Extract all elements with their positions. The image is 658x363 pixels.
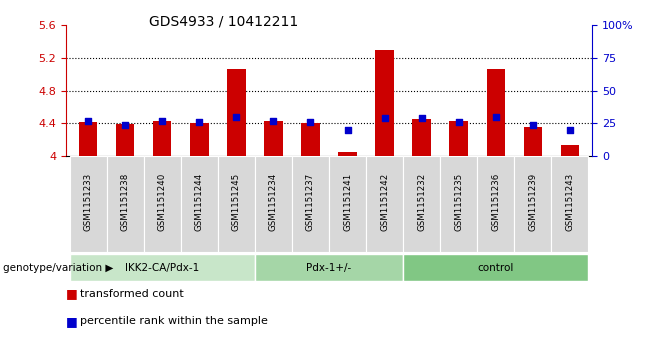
Text: GSM1151234: GSM1151234 bbox=[269, 173, 278, 231]
Point bbox=[268, 118, 278, 124]
Point bbox=[342, 127, 353, 133]
Point bbox=[83, 118, 93, 124]
Bar bbox=[153, 121, 172, 156]
Text: GSM1151240: GSM1151240 bbox=[158, 173, 166, 231]
Bar bbox=[477, 156, 515, 252]
Bar bbox=[107, 156, 143, 252]
Text: GDS4933 / 10412211: GDS4933 / 10412211 bbox=[149, 15, 298, 29]
Point bbox=[565, 127, 575, 133]
Text: GSM1151233: GSM1151233 bbox=[84, 173, 93, 231]
Text: transformed count: transformed count bbox=[80, 289, 184, 299]
Text: GSM1151242: GSM1151242 bbox=[380, 173, 389, 231]
Bar bbox=[264, 121, 283, 156]
Text: GSM1151243: GSM1151243 bbox=[565, 173, 574, 231]
Bar bbox=[338, 152, 357, 156]
Bar bbox=[227, 69, 245, 156]
Text: GSM1151239: GSM1151239 bbox=[528, 173, 538, 231]
Bar bbox=[551, 156, 588, 252]
Bar bbox=[70, 254, 255, 281]
Point bbox=[491, 114, 501, 120]
Point bbox=[305, 119, 316, 125]
Point bbox=[231, 114, 241, 120]
Bar bbox=[524, 127, 542, 156]
Bar bbox=[301, 123, 320, 156]
Text: GSM1151238: GSM1151238 bbox=[120, 173, 130, 231]
Text: GSM1151237: GSM1151237 bbox=[306, 173, 315, 231]
Bar bbox=[292, 156, 329, 252]
Text: GSM1151241: GSM1151241 bbox=[343, 173, 352, 231]
Bar bbox=[116, 124, 134, 156]
Bar bbox=[255, 156, 292, 252]
Text: GSM1151236: GSM1151236 bbox=[492, 173, 500, 231]
Bar bbox=[403, 156, 440, 252]
Bar bbox=[413, 119, 431, 156]
Bar bbox=[561, 145, 579, 156]
Bar bbox=[449, 121, 468, 156]
Bar bbox=[515, 156, 551, 252]
Text: ■: ■ bbox=[66, 315, 78, 328]
Bar bbox=[70, 156, 107, 252]
Bar bbox=[403, 254, 588, 281]
Text: Pdx-1+/-: Pdx-1+/- bbox=[307, 263, 351, 273]
Point bbox=[417, 115, 427, 121]
Text: IKK2-CA/Pdx-1: IKK2-CA/Pdx-1 bbox=[125, 263, 199, 273]
Bar bbox=[143, 156, 181, 252]
Text: GSM1151245: GSM1151245 bbox=[232, 173, 241, 231]
Bar bbox=[190, 123, 209, 156]
Point bbox=[120, 122, 130, 128]
Text: GSM1151232: GSM1151232 bbox=[417, 173, 426, 231]
Point bbox=[528, 122, 538, 128]
Text: control: control bbox=[478, 263, 514, 273]
Text: genotype/variation ▶: genotype/variation ▶ bbox=[3, 263, 114, 273]
Point bbox=[194, 119, 205, 125]
Bar bbox=[218, 156, 255, 252]
Bar bbox=[79, 122, 97, 156]
Bar bbox=[366, 156, 403, 252]
Bar bbox=[486, 69, 505, 156]
Text: ■: ■ bbox=[66, 287, 78, 301]
Bar bbox=[440, 156, 477, 252]
Text: GSM1151235: GSM1151235 bbox=[454, 173, 463, 231]
Bar bbox=[329, 156, 366, 252]
Point bbox=[453, 119, 464, 125]
Bar bbox=[255, 254, 403, 281]
Point bbox=[380, 115, 390, 121]
Bar bbox=[375, 50, 394, 156]
Bar bbox=[181, 156, 218, 252]
Text: percentile rank within the sample: percentile rank within the sample bbox=[80, 316, 268, 326]
Text: GSM1151244: GSM1151244 bbox=[195, 173, 204, 231]
Point bbox=[157, 118, 167, 124]
